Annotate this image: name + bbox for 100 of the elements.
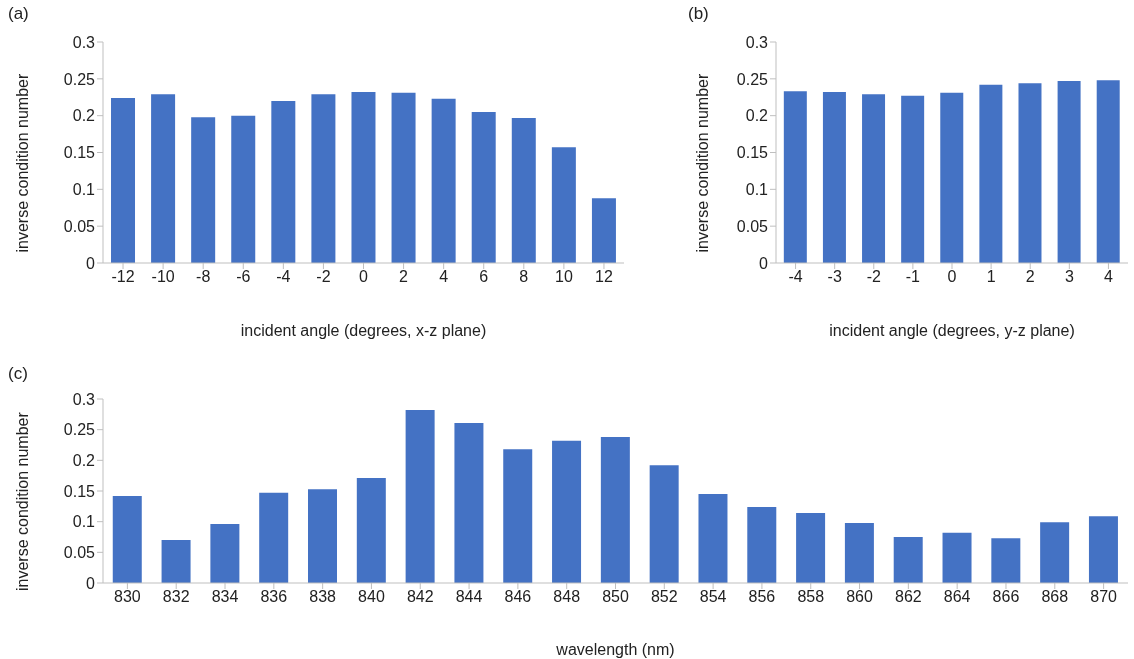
y-tick-label: 0 xyxy=(759,254,769,272)
bar xyxy=(591,198,616,263)
x-tick-label: 840 xyxy=(358,588,385,606)
bar xyxy=(1088,516,1118,583)
bar xyxy=(503,449,533,583)
bar xyxy=(893,537,923,583)
bar xyxy=(511,117,536,263)
y-tick-label: 0 xyxy=(86,574,96,592)
x-tick-label: 860 xyxy=(846,588,873,606)
bar xyxy=(552,440,582,583)
bar xyxy=(308,489,337,583)
y-tick-label: 0.05 xyxy=(736,217,769,235)
x-tick-label: 846 xyxy=(504,588,532,606)
bar xyxy=(1018,83,1042,263)
x-tick-label: 868 xyxy=(1041,588,1069,606)
x-axis-title: incident angle (degrees, x-z plane) xyxy=(240,322,487,339)
bar xyxy=(271,100,296,263)
x-tick-label: 838 xyxy=(309,588,337,606)
x-tick-label: -4 xyxy=(276,268,291,286)
y-tick-label: 0.15 xyxy=(63,144,96,162)
x-tick-label: -8 xyxy=(196,268,211,286)
bar xyxy=(783,91,807,263)
bar xyxy=(551,147,576,263)
x-tick-label: -10 xyxy=(151,268,175,286)
x-tick-label: 858 xyxy=(797,588,825,606)
bar xyxy=(161,540,191,583)
bar xyxy=(747,506,777,583)
x-tick-label: 836 xyxy=(260,588,288,606)
bar xyxy=(405,410,435,583)
y-tick-label: 0.2 xyxy=(72,452,96,470)
bar xyxy=(351,92,376,263)
x-tick-label: 2 xyxy=(399,268,409,286)
y-tick-label: 0.1 xyxy=(72,513,96,531)
x-tick-label: 856 xyxy=(748,588,776,606)
x-tick-label: -4 xyxy=(788,268,803,286)
x-tick-label: 854 xyxy=(699,588,727,606)
x-tick-label: 870 xyxy=(1090,588,1118,606)
y-tick-label: 0.25 xyxy=(736,70,769,88)
x-tick-label: 842 xyxy=(406,588,434,606)
y-tick-label: 0.2 xyxy=(745,107,769,125)
x-tick-label: -1 xyxy=(905,268,921,286)
x-tick-label: 832 xyxy=(162,588,190,606)
x-tick-label: 3 xyxy=(1064,268,1074,286)
bar xyxy=(822,92,846,263)
bar xyxy=(1096,80,1120,263)
y-tick-label: 0.05 xyxy=(63,544,96,562)
bar xyxy=(942,532,972,583)
y-axis-title: inverse condition number xyxy=(13,411,31,591)
x-axis-title: wavelength (nm) xyxy=(555,641,675,658)
x-axis-title: incident angle (degrees, y-z plane) xyxy=(829,322,1075,339)
y-tick-label: 0.1 xyxy=(745,181,769,199)
x-tick-label: 0 xyxy=(359,268,369,286)
x-tick-label: 844 xyxy=(455,588,483,606)
bar xyxy=(391,92,416,263)
x-tick-label: -2 xyxy=(866,268,881,286)
y-axis-title: inverse condition number xyxy=(693,73,711,253)
bar xyxy=(1057,81,1081,263)
bar xyxy=(979,84,1003,263)
bar xyxy=(259,492,289,583)
x-tick-label: -6 xyxy=(236,268,251,286)
bar xyxy=(844,522,874,583)
x-tick-label: 834 xyxy=(211,588,239,606)
x-tick-label: 830 xyxy=(114,588,141,606)
x-tick-label: 1 xyxy=(986,268,996,286)
bar xyxy=(454,422,484,583)
bar xyxy=(112,495,142,583)
y-tick-label: 0.25 xyxy=(63,70,96,88)
chart-title: (a) xyxy=(8,4,29,24)
bar xyxy=(210,524,240,583)
y-tick-label: 0.3 xyxy=(72,33,96,51)
x-tick-label: 0 xyxy=(947,268,957,286)
x-tick-label: 10 xyxy=(554,268,573,286)
bar xyxy=(356,478,386,583)
bar xyxy=(431,98,456,263)
x-tick-label: 4 xyxy=(439,268,449,286)
x-tick-label: -3 xyxy=(827,268,842,286)
bar xyxy=(649,465,679,583)
x-tick-label: 12 xyxy=(595,268,613,286)
y-tick-label: 0.2 xyxy=(72,107,96,125)
chart-title: (c) xyxy=(8,364,28,384)
bar xyxy=(111,97,136,263)
y-tick-label: 0.15 xyxy=(736,144,769,162)
x-tick-label: 852 xyxy=(650,588,678,606)
bar xyxy=(1040,522,1070,583)
x-tick-label: -2 xyxy=(316,268,331,286)
bar xyxy=(231,115,256,263)
x-tick-label: 8 xyxy=(519,268,529,286)
bar xyxy=(901,95,925,263)
bar xyxy=(991,538,1021,583)
y-tick-label: 0.1 xyxy=(72,181,96,199)
x-tick-label: 864 xyxy=(943,588,971,606)
bar xyxy=(862,94,886,263)
y-tick-label: 0 xyxy=(86,254,96,272)
x-tick-label: 862 xyxy=(895,588,922,606)
bar xyxy=(471,111,496,263)
y-tick-label: 0.3 xyxy=(745,33,769,51)
y-axis-title: inverse condition number xyxy=(13,73,31,253)
y-tick-label: 0.25 xyxy=(63,421,96,439)
x-tick-label: 848 xyxy=(553,588,581,606)
bar xyxy=(311,94,336,263)
